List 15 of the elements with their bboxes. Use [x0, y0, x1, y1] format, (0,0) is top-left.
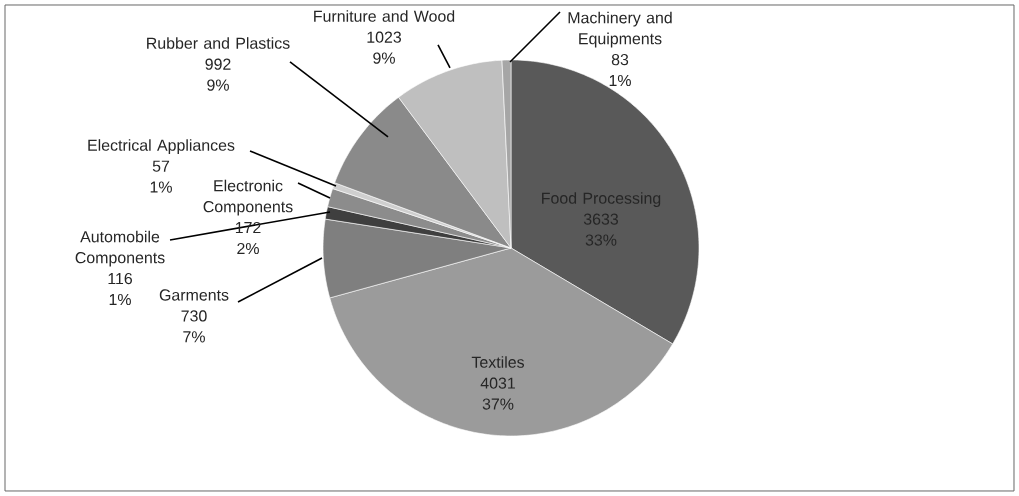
data-label: 730 7%: [181, 310, 207, 343]
data-label: 57 1%: [150, 160, 172, 193]
data-label: 1023 9%: [367, 31, 402, 64]
data-label: 116 1%: [108, 272, 132, 306]
slice-label: Electronic Components: [203, 179, 293, 216]
slice-label: Electrical Appliances: [88, 139, 235, 155]
slice-label: Rubber and Plastics: [147, 37, 290, 49]
slice-label: Textiles: [471, 356, 525, 368]
data-label: 992 9%: [205, 58, 231, 91]
slice-label: Automobile Components: [75, 230, 165, 267]
slice-label: Machinery and Equipments: [568, 11, 672, 48]
data-label: 83 1%: [609, 53, 631, 87]
slice-label: Garments: [159, 289, 229, 301]
slice-label: Furniture and Wood: [314, 10, 455, 22]
data-label: 4031 37%: [480, 377, 515, 410]
